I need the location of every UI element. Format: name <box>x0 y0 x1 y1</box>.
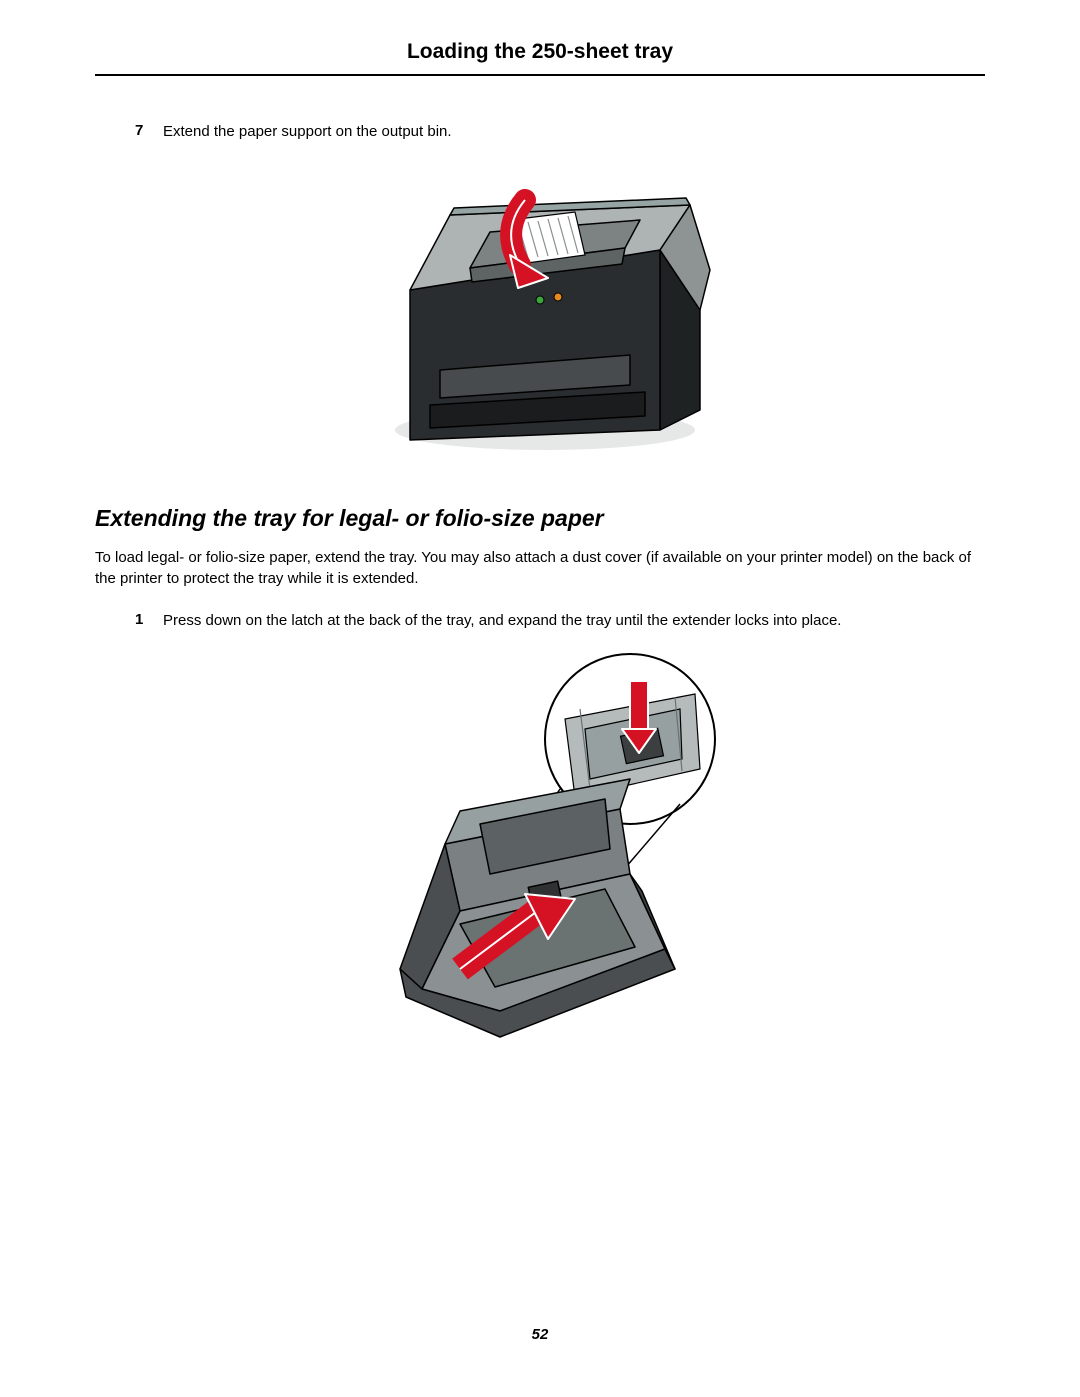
tray-illustration <box>330 649 750 1049</box>
figure-tray <box>95 649 985 1054</box>
header-title: Loading the 250-sheet tray <box>407 40 673 63</box>
section-heading: Extending the tray for legal- or folio-s… <box>95 505 985 532</box>
step-1: 1 Press down on the latch at the back of… <box>135 611 985 631</box>
step-7: 7 Extend the paper support on the output… <box>135 122 985 142</box>
step-1-text: Press down on the latch at the back of t… <box>163 611 841 631</box>
step-1-number: 1 <box>135 611 163 628</box>
page-number: 52 <box>0 1326 1080 1343</box>
figure-printer <box>95 160 985 465</box>
section-intro: To load legal- or folio-size paper, exte… <box>95 548 985 589</box>
step-7-number: 7 <box>135 122 163 139</box>
step-7-text: Extend the paper support on the output b… <box>163 122 452 142</box>
page-header: Loading the 250-sheet tray <box>95 40 985 76</box>
printer-illustration <box>360 160 720 460</box>
